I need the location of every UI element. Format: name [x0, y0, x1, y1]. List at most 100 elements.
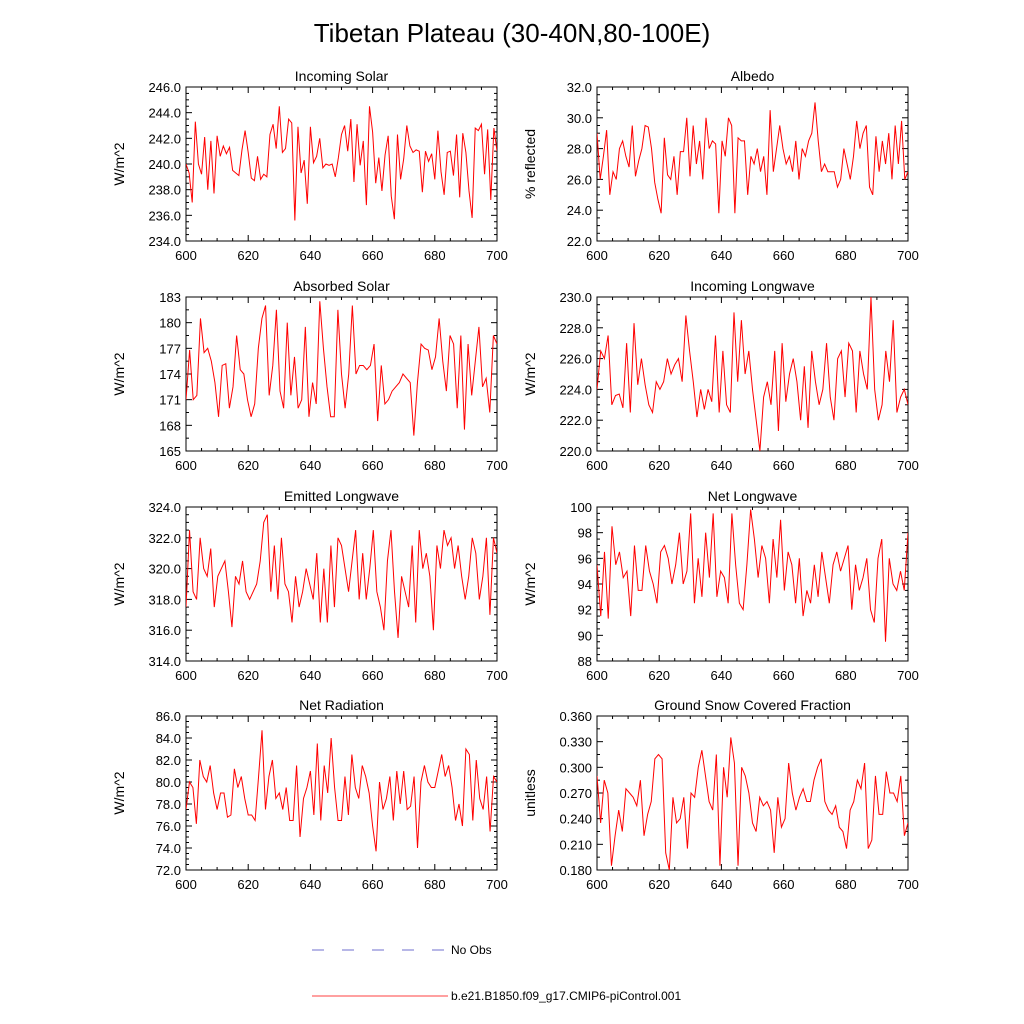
y-tick-label: 100: [570, 500, 592, 515]
x-tick-label: 660: [362, 458, 384, 473]
y-tick-label: 238.0: [148, 183, 181, 198]
y-axis-label: % reflected: [522, 129, 538, 199]
x-tick-label: 700: [486, 248, 508, 263]
x-tick-label: 700: [897, 458, 919, 473]
x-tick-label: 620: [237, 668, 259, 683]
x-tick-label: 660: [773, 877, 795, 892]
y-tick-label: 0.300: [559, 760, 592, 775]
x-tick-label: 680: [835, 248, 857, 263]
panel-absorbed-solar: Absorbed Solar W/m^2 600 620 640 660 680 700 165…: [111, 278, 508, 473]
x-tick-label: 620: [237, 877, 259, 892]
y-tick-label: 240.0: [148, 157, 181, 172]
x-tick-label: 600: [175, 248, 197, 263]
y-tick-label: 228.0: [559, 321, 592, 336]
panel-ground-snow-covered-fraction: Ground Snow Covered Fraction unitless 600 6…: [522, 697, 919, 892]
x-tick-label: 700: [897, 668, 919, 683]
plot-frame: [185, 506, 498, 662]
y-tick-label: 165: [159, 444, 181, 459]
y-tick-label: 236.0: [148, 208, 181, 223]
plot-frame: [596, 86, 909, 242]
panel-incoming-longwave: Incoming Longwave W/m^2 600 620 640 660 680 700…: [522, 278, 919, 473]
panel-title: Incoming Solar: [295, 68, 389, 84]
x-tick-label: 640: [300, 877, 322, 892]
y-tick-label: 320.0: [148, 562, 181, 577]
y-tick-label: 222.0: [559, 413, 592, 428]
y-tick-label: 246.0: [148, 80, 181, 95]
x-tick-label: 680: [424, 248, 446, 263]
y-axis-label: W/m^2: [111, 352, 127, 395]
y-tick-label: 234.0: [148, 234, 181, 249]
x-tick-label: 640: [300, 248, 322, 263]
series-line-net-longwave: [597, 509, 908, 642]
series-line-albedo: [597, 102, 908, 214]
x-tick-label: 620: [648, 877, 670, 892]
y-tick-label: 314.0: [148, 654, 181, 669]
y-axis-label: W/m^2: [111, 142, 127, 185]
y-tick-label: 177: [159, 341, 181, 356]
y-tick-label: 76.0: [156, 819, 181, 834]
y-tick-label: 98: [578, 526, 592, 541]
x-tick-label: 600: [175, 458, 197, 473]
x-tick-label: 640: [711, 877, 733, 892]
y-tick-label: 0.210: [559, 837, 592, 852]
y-tick-label: 244.0: [148, 106, 181, 121]
figure-title: Tibetan Plateau (30-40N,80-100E): [314, 18, 711, 48]
x-tick-label: 660: [362, 877, 384, 892]
y-tick-label: 324.0: [148, 500, 181, 515]
y-tick-label: 220.0: [559, 444, 592, 459]
panel-title: Incoming Longwave: [690, 278, 815, 294]
x-tick-label: 680: [835, 458, 857, 473]
y-tick-label: 80.0: [156, 775, 181, 790]
x-tick-label: 640: [711, 668, 733, 683]
panel-title: Net Longwave: [708, 488, 798, 504]
x-tick-label: 600: [586, 877, 608, 892]
y-axis-label: W/m^2: [522, 352, 538, 395]
y-tick-label: 226.0: [559, 352, 592, 367]
x-tick-label: 700: [486, 877, 508, 892]
y-tick-label: 78.0: [156, 797, 181, 812]
x-tick-label: 680: [835, 668, 857, 683]
x-tick-label: 600: [175, 668, 197, 683]
y-tick-label: 92: [578, 603, 592, 618]
y-tick-label: 0.330: [559, 735, 592, 750]
panel-incoming-solar: Incoming Solar W/m^2 600 620 640 660 680 700 234…: [111, 68, 508, 263]
panel-title: Absorbed Solar: [293, 278, 390, 294]
y-tick-label: 94: [578, 577, 592, 592]
y-tick-label: 168: [159, 418, 181, 433]
x-tick-label: 680: [835, 877, 857, 892]
y-tick-label: 84.0: [156, 731, 181, 746]
y-tick-label: 318.0: [148, 592, 181, 607]
y-tick-label: 26.0: [567, 172, 592, 187]
x-tick-label: 600: [586, 668, 608, 683]
x-tick-label: 660: [362, 248, 384, 263]
y-tick-label: 0.180: [559, 863, 592, 878]
x-tick-label: 640: [711, 458, 733, 473]
x-tick-label: 700: [486, 458, 508, 473]
plot-frame: [596, 715, 909, 871]
x-tick-label: 700: [897, 877, 919, 892]
series-line-net-radiation: [186, 730, 497, 852]
series-line-ground-snow-covered-fraction: [597, 737, 908, 870]
y-tick-label: 180: [159, 316, 181, 331]
y-tick-label: 322.0: [148, 531, 181, 546]
y-axis-label: unitless: [522, 769, 538, 816]
legend: No Obs b.e21.B1850.f09_g17.CMIP6-piContr…: [312, 943, 681, 1003]
y-tick-label: 28.0: [567, 142, 592, 157]
series-line-incoming-longwave: [597, 297, 908, 451]
x-tick-label: 600: [586, 458, 608, 473]
panel-title: Emitted Longwave: [284, 488, 399, 504]
x-tick-label: 680: [424, 668, 446, 683]
panel-emitted-longwave: Emitted Longwave W/m^2 600 620 640 660 680 700 3…: [111, 488, 508, 683]
y-axis-label: W/m^2: [522, 562, 538, 605]
y-tick-label: 72.0: [156, 863, 181, 878]
y-tick-label: 30.0: [567, 111, 592, 126]
x-tick-label: 660: [773, 458, 795, 473]
y-axis-label: W/m^2: [111, 562, 127, 605]
y-tick-label: 90: [578, 628, 592, 643]
x-tick-label: 700: [486, 668, 508, 683]
panel-title: Ground Snow Covered Fraction: [654, 697, 851, 713]
legend-obs-label: No Obs: [451, 943, 492, 957]
x-tick-label: 660: [773, 248, 795, 263]
x-tick-label: 660: [773, 668, 795, 683]
